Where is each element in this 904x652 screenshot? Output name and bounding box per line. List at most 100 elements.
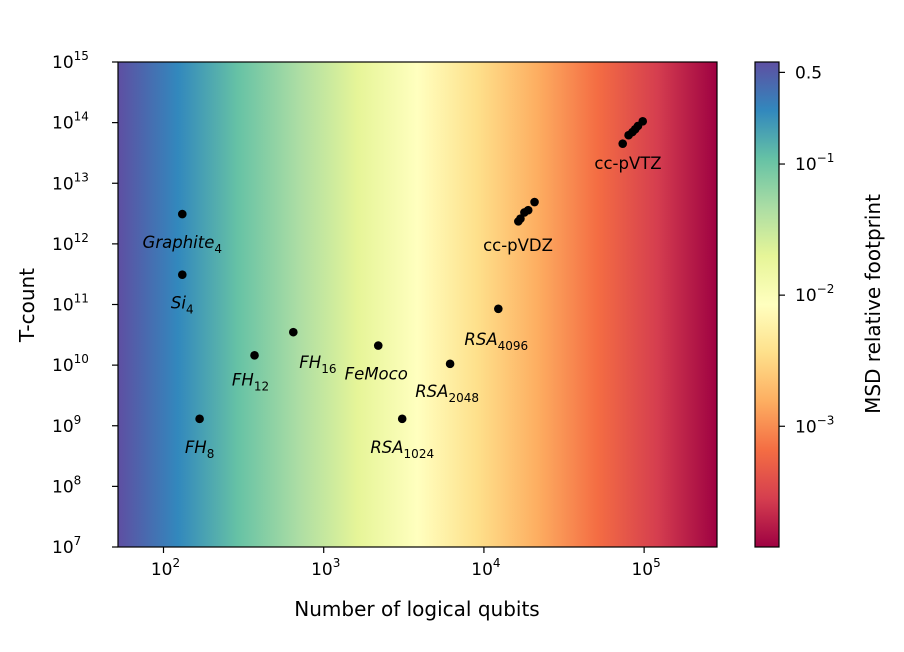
tick-base: 10 (631, 560, 653, 580)
tick-exponent: 5 (653, 556, 661, 570)
x-tick-label: 102 (151, 556, 180, 580)
colorbar-tick-label: 10−2 (795, 282, 834, 306)
point-label-femoco: FeMoco (345, 365, 408, 384)
tick-exponent: 15 (74, 49, 89, 63)
colorbar-ticks: 0.510−110−210−3 (779, 63, 834, 437)
point-label-si4: Si4 (171, 294, 194, 317)
point-label-cc-pvdz: cc-pVDZ (483, 236, 553, 255)
tick-exponent: 14 (74, 110, 89, 124)
label-subscript: 2048 (448, 391, 479, 405)
label-subscript: 4 (186, 303, 194, 317)
point-label-fh16: FH16 (299, 353, 336, 376)
data-point-cc-pvdz (516, 214, 525, 224)
data-point-cc-pvdz (523, 205, 533, 215)
label-name: FH (185, 438, 207, 457)
y-tick-label: 1010 (52, 352, 89, 376)
tick-exponent: 3 (333, 556, 341, 570)
label-name: FH (232, 370, 254, 389)
label-name: FeMoco (345, 365, 408, 384)
tick-base: 10 (52, 235, 74, 255)
point-label-graphite4: Graphite4 (143, 233, 222, 256)
tick-base: 10 (52, 114, 74, 134)
tick-base: 10 (795, 155, 817, 175)
colorbar-gradient (754, 61, 780, 548)
data-point-si4 (177, 270, 187, 280)
colorbar: 0.510−110−210−3 MSD relative footprint (754, 61, 885, 548)
data-point-rsa4096 (494, 304, 503, 314)
tick-exponent: 7 (74, 534, 82, 548)
y-tick-label: 107 (52, 534, 81, 558)
y-tick-label: 1013 (52, 170, 89, 194)
label-name: RSA (415, 382, 448, 401)
tick-exponent: 2 (172, 556, 180, 570)
data-point-fh8 (195, 414, 204, 424)
point-label-rsa1024: RSA1024 (370, 438, 434, 461)
tick-exponent: 10 (74, 352, 89, 366)
tick-base: 10 (795, 286, 817, 306)
tick-exponent: 9 (74, 413, 82, 427)
label-subscript: 4 (214, 242, 222, 256)
y-tick-label: 108 (52, 473, 81, 497)
colorbar-tick-label: 0.5 (795, 63, 822, 83)
x-axis-ticks: 102 103 104 105 (151, 547, 661, 580)
tick-base: 10 (151, 560, 173, 580)
data-point-cc-pvtz (638, 117, 648, 126)
data-point-fh16 (289, 327, 298, 337)
label-subscript: 12 (254, 379, 269, 393)
label-name: Graphite (143, 233, 215, 252)
label-name: FH (299, 353, 321, 372)
point-label-rsa4096: RSA4096 (464, 330, 528, 353)
label-name: Si (171, 294, 186, 313)
point-label-cc-pvtz: cc-pVTZ (594, 154, 661, 173)
y-tick-label: 1015 (52, 49, 89, 73)
label-name: cc-pVDZ (483, 236, 553, 255)
tick-base: 10 (471, 560, 493, 580)
y-axis-label: T-count (15, 268, 39, 343)
y-tick-label: 109 (52, 413, 81, 437)
data-point-cc-pvdz (530, 197, 539, 207)
data-point-fh12 (250, 351, 259, 360)
tick-exponent: 11 (74, 292, 89, 306)
tick-exponent: −2 (817, 282, 835, 296)
footprint-heatmap (118, 62, 717, 547)
point-label-fh8: FH8 (185, 438, 215, 461)
data-point-rsa1024 (397, 414, 407, 424)
colorbar-label: MSD relative footprint (861, 194, 885, 414)
tick-base: 10 (52, 538, 74, 558)
tick-base: 10 (52, 53, 74, 73)
y-tick-label: 1014 (52, 110, 89, 134)
data-point-graphite4 (177, 209, 187, 219)
tick-exponent: 4 (493, 556, 501, 570)
label-subscript: 8 (207, 447, 215, 461)
tick-base: 10 (795, 417, 817, 437)
x-tick-label: 103 (311, 556, 340, 580)
label-name: cc-pVTZ (594, 154, 661, 173)
tick-exponent: −1 (817, 151, 835, 165)
tick-base: 10 (52, 356, 74, 376)
data-point-rsa2048 (445, 359, 455, 369)
point-label-fh12: FH12 (232, 370, 269, 393)
x-tick-label: 104 (471, 556, 500, 580)
label-subscript: 16 (321, 362, 336, 376)
tick-exponent: 13 (74, 170, 89, 184)
label-name: RSA (464, 330, 497, 349)
data-point-cc-pvtz (618, 139, 628, 148)
tick-base: 10 (52, 417, 74, 437)
tick-exponent: 8 (74, 473, 82, 487)
x-tick-label: 105 (631, 556, 660, 580)
x-axis-label: Number of logical qubits (294, 597, 539, 621)
tick-exponent: 12 (74, 231, 89, 245)
data-point-femoco (373, 341, 383, 350)
tick-base: 10 (311, 560, 333, 580)
tick-base: 10 (52, 296, 74, 316)
colorbar-tick-label: 10−3 (795, 413, 834, 437)
point-label-rsa2048: RSA2048 (415, 382, 479, 405)
label-subscript: 4096 (498, 339, 529, 353)
tick-base: 10 (52, 477, 74, 497)
label-name: RSA (370, 438, 403, 457)
plot-frame (117, 61, 718, 548)
y-tick-label: 1012 (52, 231, 89, 255)
